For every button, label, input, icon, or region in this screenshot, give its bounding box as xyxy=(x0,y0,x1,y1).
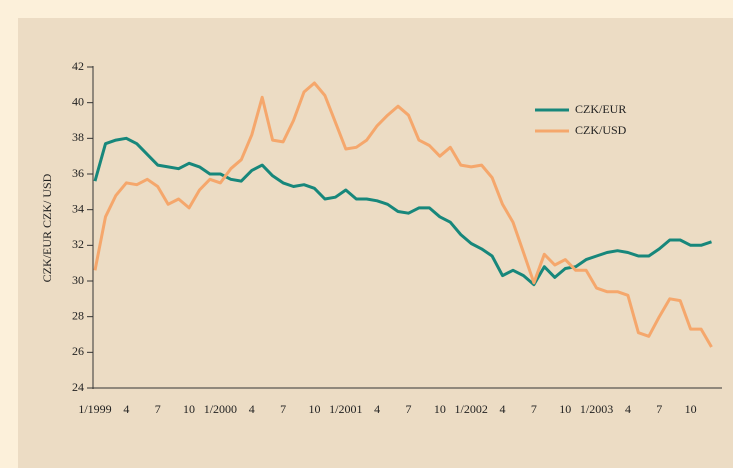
series-line xyxy=(93,81,713,348)
x-tick-label: 10 xyxy=(183,402,195,416)
y-tick-label: 26 xyxy=(72,344,84,358)
x-tick-label: 10 xyxy=(559,402,571,416)
y-tick-label: 32 xyxy=(72,237,84,251)
x-tick-label: 7 xyxy=(280,402,286,416)
y-tick-label: 24 xyxy=(72,380,84,394)
x-tick-label: 7 xyxy=(531,402,537,416)
y-tick-label: 42 xyxy=(72,59,84,73)
y-axis-label: CZK/EUR CZK/ USD xyxy=(40,173,54,282)
x-tick-label: 1/2003 xyxy=(580,402,613,416)
x-tick-label: 10 xyxy=(434,402,446,416)
x-tick-label: 1/2002 xyxy=(455,402,488,416)
y-tick-label: 40 xyxy=(72,94,84,108)
x-tick-label: 1/1999 xyxy=(78,402,111,416)
panel xyxy=(18,18,733,468)
legend-label: CZK/USD xyxy=(575,123,627,137)
y-tick-label: 38 xyxy=(72,130,84,144)
x-tick-label: 4 xyxy=(625,402,631,416)
y-tick-label: 28 xyxy=(72,308,84,322)
x-tick-label: 7 xyxy=(155,402,161,416)
x-tick-label: 4 xyxy=(500,402,506,416)
series-line xyxy=(93,136,712,287)
y-tick-label: 34 xyxy=(72,201,84,215)
x-tick-label: 4 xyxy=(374,402,380,416)
x-tick-label: 7 xyxy=(406,402,412,416)
legend-label: CZK/EUR xyxy=(575,102,626,116)
x-tick-label: 10 xyxy=(308,402,320,416)
x-tick-label: 1/2001 xyxy=(329,402,362,416)
x-tick-label: 10 xyxy=(685,402,697,416)
x-tick-label: 4 xyxy=(123,402,129,416)
x-tick-label: 1/2000 xyxy=(204,402,237,416)
y-tick-label: 30 xyxy=(72,273,84,287)
x-tick-label: 7 xyxy=(656,402,662,416)
y-tick-label: 36 xyxy=(72,166,84,180)
x-tick-label: 4 xyxy=(249,402,255,416)
